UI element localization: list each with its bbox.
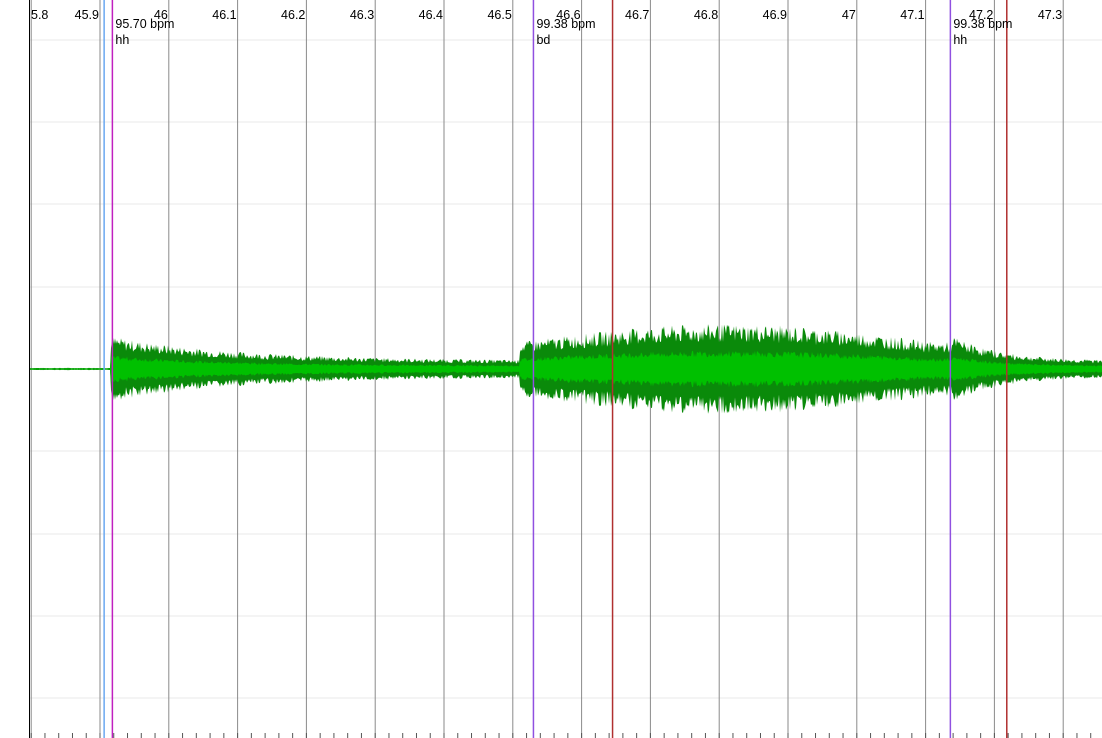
tick-label: 46.4 — [419, 8, 443, 22]
left-border-line — [29, 0, 30, 738]
horizontal-gridlines — [30, 39, 1102, 699]
audio-waveform[interactable] — [30, 324, 1102, 414]
marker-label: hh — [953, 33, 967, 47]
marker-bpm: 95.70 bpm — [115, 17, 174, 31]
tick-label: 46.7 — [625, 8, 649, 22]
tick-label: 46.5 — [487, 8, 511, 22]
marker-bpm: 99.38 bpm — [953, 17, 1012, 31]
tick-label: 46.9 — [763, 8, 787, 22]
marker-annotations: 95.70 bpm hh 99.38 bpm bd 99.38 bpm hh — [115, 17, 1012, 47]
tick-label: 46.1 — [212, 8, 236, 22]
tick-label: 46.8 — [694, 8, 718, 22]
marker-label: hh — [115, 33, 129, 47]
tick-label: 45.9 — [75, 8, 99, 22]
time-ruler: 5.8 45.9 46 46.1 46.2 46.3 46.4 46.5 46.6 46.7 46.… — [30, 8, 1092, 738]
marker-lines[interactable] — [103, 0, 1008, 738]
tick-label: 47.2 — [969, 8, 993, 22]
tick-label: 46.6 — [556, 8, 580, 22]
left-margin — [0, 0, 30, 738]
tick-label: 46 — [154, 8, 168, 22]
marker-bpm: 99.38 bpm — [536, 17, 595, 31]
tick-label: 46.2 — [281, 8, 305, 22]
tick-label: 46.3 — [350, 8, 374, 22]
tick-label: 47.1 — [900, 8, 924, 22]
tick-label: 47.3 — [1038, 8, 1062, 22]
waveform-rms — [30, 350, 1102, 388]
tick-label: 5.8 — [31, 8, 48, 22]
marker-label: bd — [536, 33, 550, 47]
tick-label: 47 — [842, 8, 856, 22]
